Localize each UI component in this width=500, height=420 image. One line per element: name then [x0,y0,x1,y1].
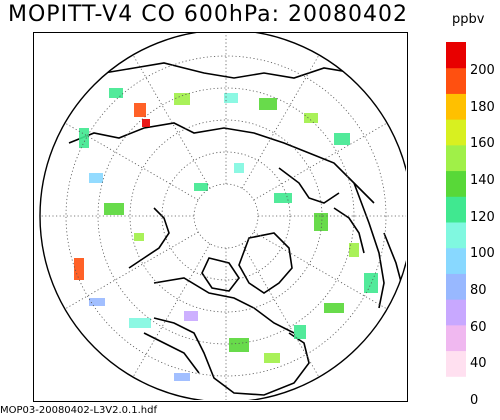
colorbar-swatch [446,273,466,300]
meridian-line [241,243,322,381]
map-title: MOPITT-V4 CO 600hPa: 20080402 [8,2,408,27]
meridian-line [241,51,322,189]
colorbar-swatch [446,67,466,94]
colorbar-swatch [446,144,466,172]
colorbar-swatch [446,93,466,120]
colorbar-swatch [446,376,466,402]
colorbar-swatch [446,119,466,146]
meridian-line [253,120,391,201]
colorbar-tick-label: 120 [470,209,495,225]
colorbar [446,42,466,402]
colorbar-swatch [446,350,466,377]
colorbar-tick-label: 180 [470,99,495,115]
colorbar-tick-label: 0 [470,393,479,408]
meridian-line [253,231,391,312]
colorbar-tick-label: 200 [470,63,495,78]
colorbar-swatch [446,42,466,69]
co-data-patches [74,88,378,381]
colorbar-swatch [446,299,466,326]
colorbar-tick-label: 80 [470,283,487,298]
colorbar-swatch [446,222,466,249]
polar-map [33,32,408,402]
colorbar-tick-label: 40 [470,356,487,372]
meridian-line [130,243,211,381]
colorbar-swatch [446,196,466,223]
colorbar-swatch [446,170,466,197]
polar-stereographic-projection [39,33,406,400]
meridian-line [130,51,211,189]
colorbar-tick-label: 160 [470,136,495,152]
meridian-line [61,120,199,201]
colorbar-tick-label: 60 [470,319,487,335]
colorbar-tick-label: 140 [470,173,495,188]
colorbar-tick-label: 100 [470,246,495,262]
colorbar-swatch [446,324,466,352]
source-filename: MOP03-20080402-L3V2.0.1.hdf [0,405,157,416]
colorbar-units: ppbv [452,12,485,27]
graticule-meridians [40,33,406,400]
meridian-line [61,231,199,312]
colorbar-swatch [446,247,466,274]
map-boundary [39,33,406,400]
